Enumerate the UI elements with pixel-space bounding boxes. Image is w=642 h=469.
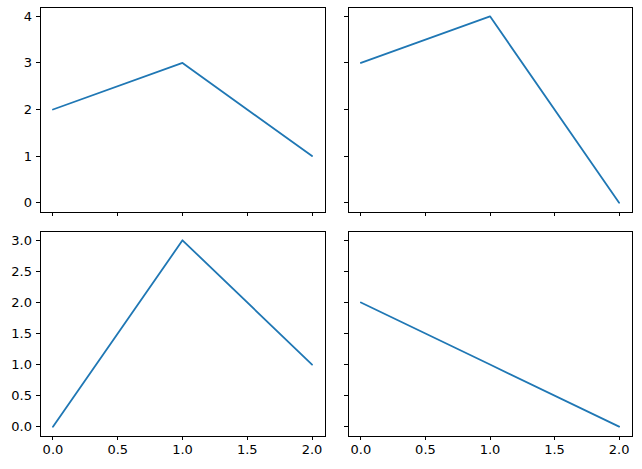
x-tick-label: 2.0	[302, 442, 323, 457]
x-tick-label: 0.0	[351, 442, 372, 457]
figure: 0 1 2 3 4 0.0 0.5 1.0 1.5 2.0 0.0 0.5 1.0 1.5 2.0 2.5 3.…	[0, 0, 642, 469]
axes-spines	[40, 7, 325, 212]
x-tick-label: 1.5	[237, 442, 258, 457]
line-series	[53, 63, 312, 156]
x-tick-label: 1.0	[172, 442, 193, 457]
x-tick-label: 0.0	[43, 442, 64, 457]
y-tick-label: 2.0	[11, 295, 32, 310]
x-tick-label: 2.0	[609, 442, 630, 457]
y-tick-label: 1.5	[11, 326, 32, 341]
subplots-canvas: 0 1 2 3 4 0.0 0.5 1.0 1.5 2.0 0.0 0.5 1.0 1.5 2.0 2.5 3.…	[0, 0, 642, 469]
axes-spines	[40, 231, 325, 436]
x-tick-label: 0.5	[415, 442, 436, 457]
y-tick-label: 2.5	[11, 264, 32, 279]
x-tick-label: 1.5	[544, 442, 565, 457]
y-tick-label: 2	[24, 102, 32, 117]
y-tick-label: 0.0	[11, 419, 32, 434]
x-tick-label: 1.0	[480, 442, 501, 457]
y-tick-label: 1.0	[11, 357, 32, 372]
y-tick-label: 3	[24, 55, 32, 70]
subplot-top-right	[344, 7, 632, 216]
y-tick-label: 1	[24, 149, 32, 164]
y-tick-label: 3.0	[11, 233, 32, 248]
x-tick-label: 0.5	[107, 442, 128, 457]
subplot-bottom-right: 0.0 0.5 1.0 1.5 2.0	[344, 231, 632, 457]
y-tick-label: 0	[24, 195, 32, 210]
line-series	[361, 16, 619, 202]
subplot-top-left: 0 1 2 3 4	[24, 7, 325, 216]
line-series	[53, 240, 312, 426]
y-tick-label: 0.5	[11, 388, 32, 403]
y-tick-label: 4	[24, 9, 32, 24]
axes-spines	[348, 231, 632, 436]
subplot-bottom-left: 0.0 0.5 1.0 1.5 2.0 0.0 0.5 1.0 1.5 2.0 2.5 3.0	[11, 231, 325, 457]
line-series	[361, 302, 619, 426]
axes-spines	[348, 7, 632, 212]
